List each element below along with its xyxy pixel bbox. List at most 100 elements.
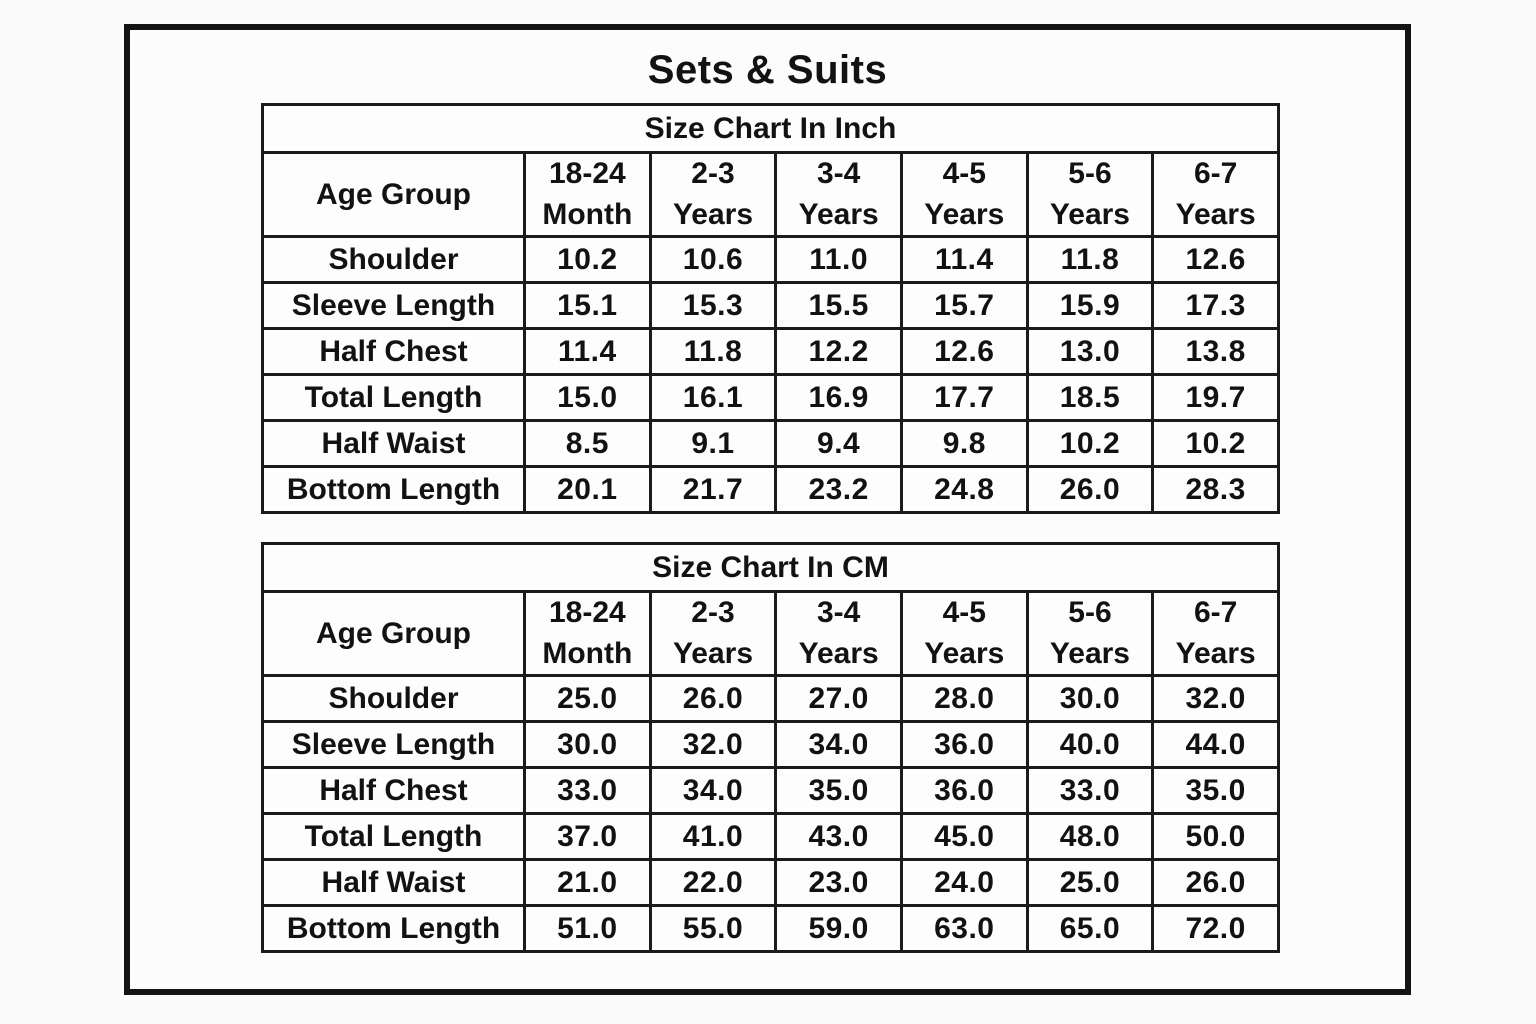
table-title-row: Size Chart In Inch (261, 103, 1280, 154)
measurement-row: Shoulder 25.0 26.0 27.0 28.0 30.0 32.0 (261, 674, 1280, 723)
measurement-value: 21.7 (648, 465, 778, 514)
measurement-value: 32.0 (1151, 674, 1280, 723)
size-chart-cm-table: Size Chart In CM Age Group 18-24 Month 2-3 Ye… (261, 542, 1280, 953)
measurement-label: Total Length (261, 373, 526, 422)
measurement-value: 34.0 (774, 720, 903, 769)
measurement-value: 11.8 (648, 327, 778, 376)
measurement-value: 63.0 (899, 904, 1029, 953)
measurement-value: 11.4 (523, 327, 652, 376)
measurement-label: Bottom Length (261, 465, 526, 514)
age-column-header: 18-24 Month (523, 590, 652, 677)
measurement-row: Half Chest 11.4 11.8 12.2 12.6 13.0 13.8 (261, 327, 1280, 376)
age-unit: Years (1175, 197, 1256, 231)
age-group-header: Age Group (261, 151, 526, 238)
measurement-value: 51.0 (523, 904, 652, 953)
age-column-header: 2-3 Years (648, 151, 778, 238)
measurement-value: 22.0 (648, 858, 778, 907)
measurement-value: 15.0 (523, 373, 652, 422)
measurement-value: 34.0 (648, 766, 778, 815)
age-unit: Years (924, 197, 1005, 231)
measurement-value: 16.1 (648, 373, 778, 422)
measurement-value: 15.3 (648, 281, 778, 330)
page-title: Sets & Suits (647, 48, 888, 92)
age-range: 2-3 (691, 157, 735, 190)
measurement-value: 11.4 (899, 235, 1029, 284)
age-group-header: Age Group (261, 590, 526, 677)
measurement-value: 11.0 (774, 235, 903, 284)
age-unit: Month (542, 197, 633, 231)
measurement-value: 30.0 (1025, 674, 1155, 723)
measurement-value: 25.0 (1025, 858, 1155, 907)
measurement-row: Half Chest 33.0 34.0 35.0 36.0 33.0 35.0 (261, 766, 1280, 815)
measurement-row: Bottom Length 51.0 55.0 59.0 63.0 65.0 72.0 (261, 904, 1280, 953)
measurement-value: 33.0 (523, 766, 652, 815)
measurement-value: 15.5 (774, 281, 903, 330)
measurement-value: 36.0 (899, 720, 1029, 769)
measurement-row: Half Waist 21.0 22.0 23.0 24.0 25.0 26.0 (261, 858, 1280, 907)
measurement-value: 50.0 (1151, 812, 1280, 861)
measurement-value: 10.2 (1151, 419, 1280, 468)
inch-table-body: Size Chart In Inch Age Group 18-24 Month 2-3… (261, 103, 1280, 514)
age-range: 18-24 (548, 596, 626, 629)
measurement-value: 23.0 (774, 858, 903, 907)
measurement-value: 12.6 (1151, 235, 1280, 284)
measurement-value: 24.8 (899, 465, 1029, 514)
measurement-value: 8.5 (523, 419, 652, 468)
measurement-value: 15.9 (1025, 281, 1155, 330)
age-unit: Years (1175, 636, 1256, 670)
age-range: 2-3 (691, 596, 735, 629)
measurement-label: Shoulder (261, 674, 526, 723)
age-range: 5-6 (1068, 596, 1112, 629)
measurement-value: 9.4 (774, 419, 903, 468)
age-column-header: 3-4 Years (774, 151, 903, 238)
age-range: 3-4 (816, 596, 861, 629)
measurement-value: 26.0 (648, 674, 778, 723)
age-unit: Years (798, 636, 879, 670)
measurement-value: 65.0 (1025, 904, 1155, 953)
age-range: 6-7 (1193, 157, 1238, 190)
measurement-value: 12.6 (899, 327, 1029, 376)
measurement-label: Half Waist (261, 858, 526, 907)
size-chart-inch-table: Size Chart In Inch Age Group 18-24 Month 2-3… (261, 103, 1280, 514)
measurement-value: 28.3 (1151, 465, 1280, 514)
measurement-label: Half Chest (261, 327, 526, 376)
measurement-value: 20.1 (523, 465, 652, 514)
age-range: 3-4 (816, 157, 861, 190)
measurement-value: 18.5 (1025, 373, 1155, 422)
measurement-row: Shoulder 10.2 10.6 11.0 11.4 11.8 12.6 (261, 235, 1280, 284)
age-unit: Month (542, 636, 633, 670)
measurement-label: Half Chest (261, 766, 526, 815)
table-title: Size Chart In Inch (261, 103, 1280, 154)
measurement-value: 13.0 (1025, 327, 1155, 376)
measurement-value: 43.0 (774, 812, 903, 861)
cm-table-body: Size Chart In CM Age Group 18-24 Month 2-3 Ye… (261, 542, 1280, 953)
measurement-value: 45.0 (899, 812, 1029, 861)
measurement-label: Shoulder (261, 235, 526, 284)
measurement-value: 11.8 (1025, 235, 1155, 284)
measurement-value: 26.0 (1025, 465, 1155, 514)
table-title-row: Size Chart In CM (261, 542, 1280, 593)
age-column-header: 6-7 Years (1151, 151, 1280, 238)
measurement-value: 17.3 (1151, 281, 1280, 330)
age-column-header: 3-4 Years (774, 590, 903, 677)
measurement-value: 9.1 (648, 419, 778, 468)
age-unit: Years (798, 197, 879, 231)
measurement-value: 55.0 (648, 904, 778, 953)
measurement-value: 16.9 (774, 373, 903, 422)
measurement-label: Half Waist (261, 419, 526, 468)
age-column-header: 18-24 Month (523, 151, 652, 238)
table-title: Size Chart In CM (261, 542, 1280, 593)
age-column-header: 6-7 Years (1151, 590, 1280, 677)
age-column-header: 4-5 Years (899, 590, 1029, 677)
measurement-value: 15.1 (523, 281, 652, 330)
age-unit: Years (672, 197, 754, 231)
table-header-row: Age Group 18-24 Month 2-3 Years 3-4 Years 4-5 Ye… (261, 590, 1280, 677)
age-range: 5-6 (1068, 157, 1112, 190)
measurement-value: 10.6 (648, 235, 778, 284)
table-header-row: Age Group 18-24 Month 2-3 Years 3-4 Years 4-5 Ye… (261, 151, 1280, 238)
measurement-value: 40.0 (1025, 720, 1155, 769)
measurement-row: Half Waist 8.5 9.1 9.4 9.8 10.2 10.2 (261, 419, 1280, 468)
measurement-value: 21.0 (523, 858, 652, 907)
measurement-value: 41.0 (648, 812, 778, 861)
measurement-row: Total Length 37.0 41.0 43.0 45.0 48.0 50.0 (261, 812, 1280, 861)
